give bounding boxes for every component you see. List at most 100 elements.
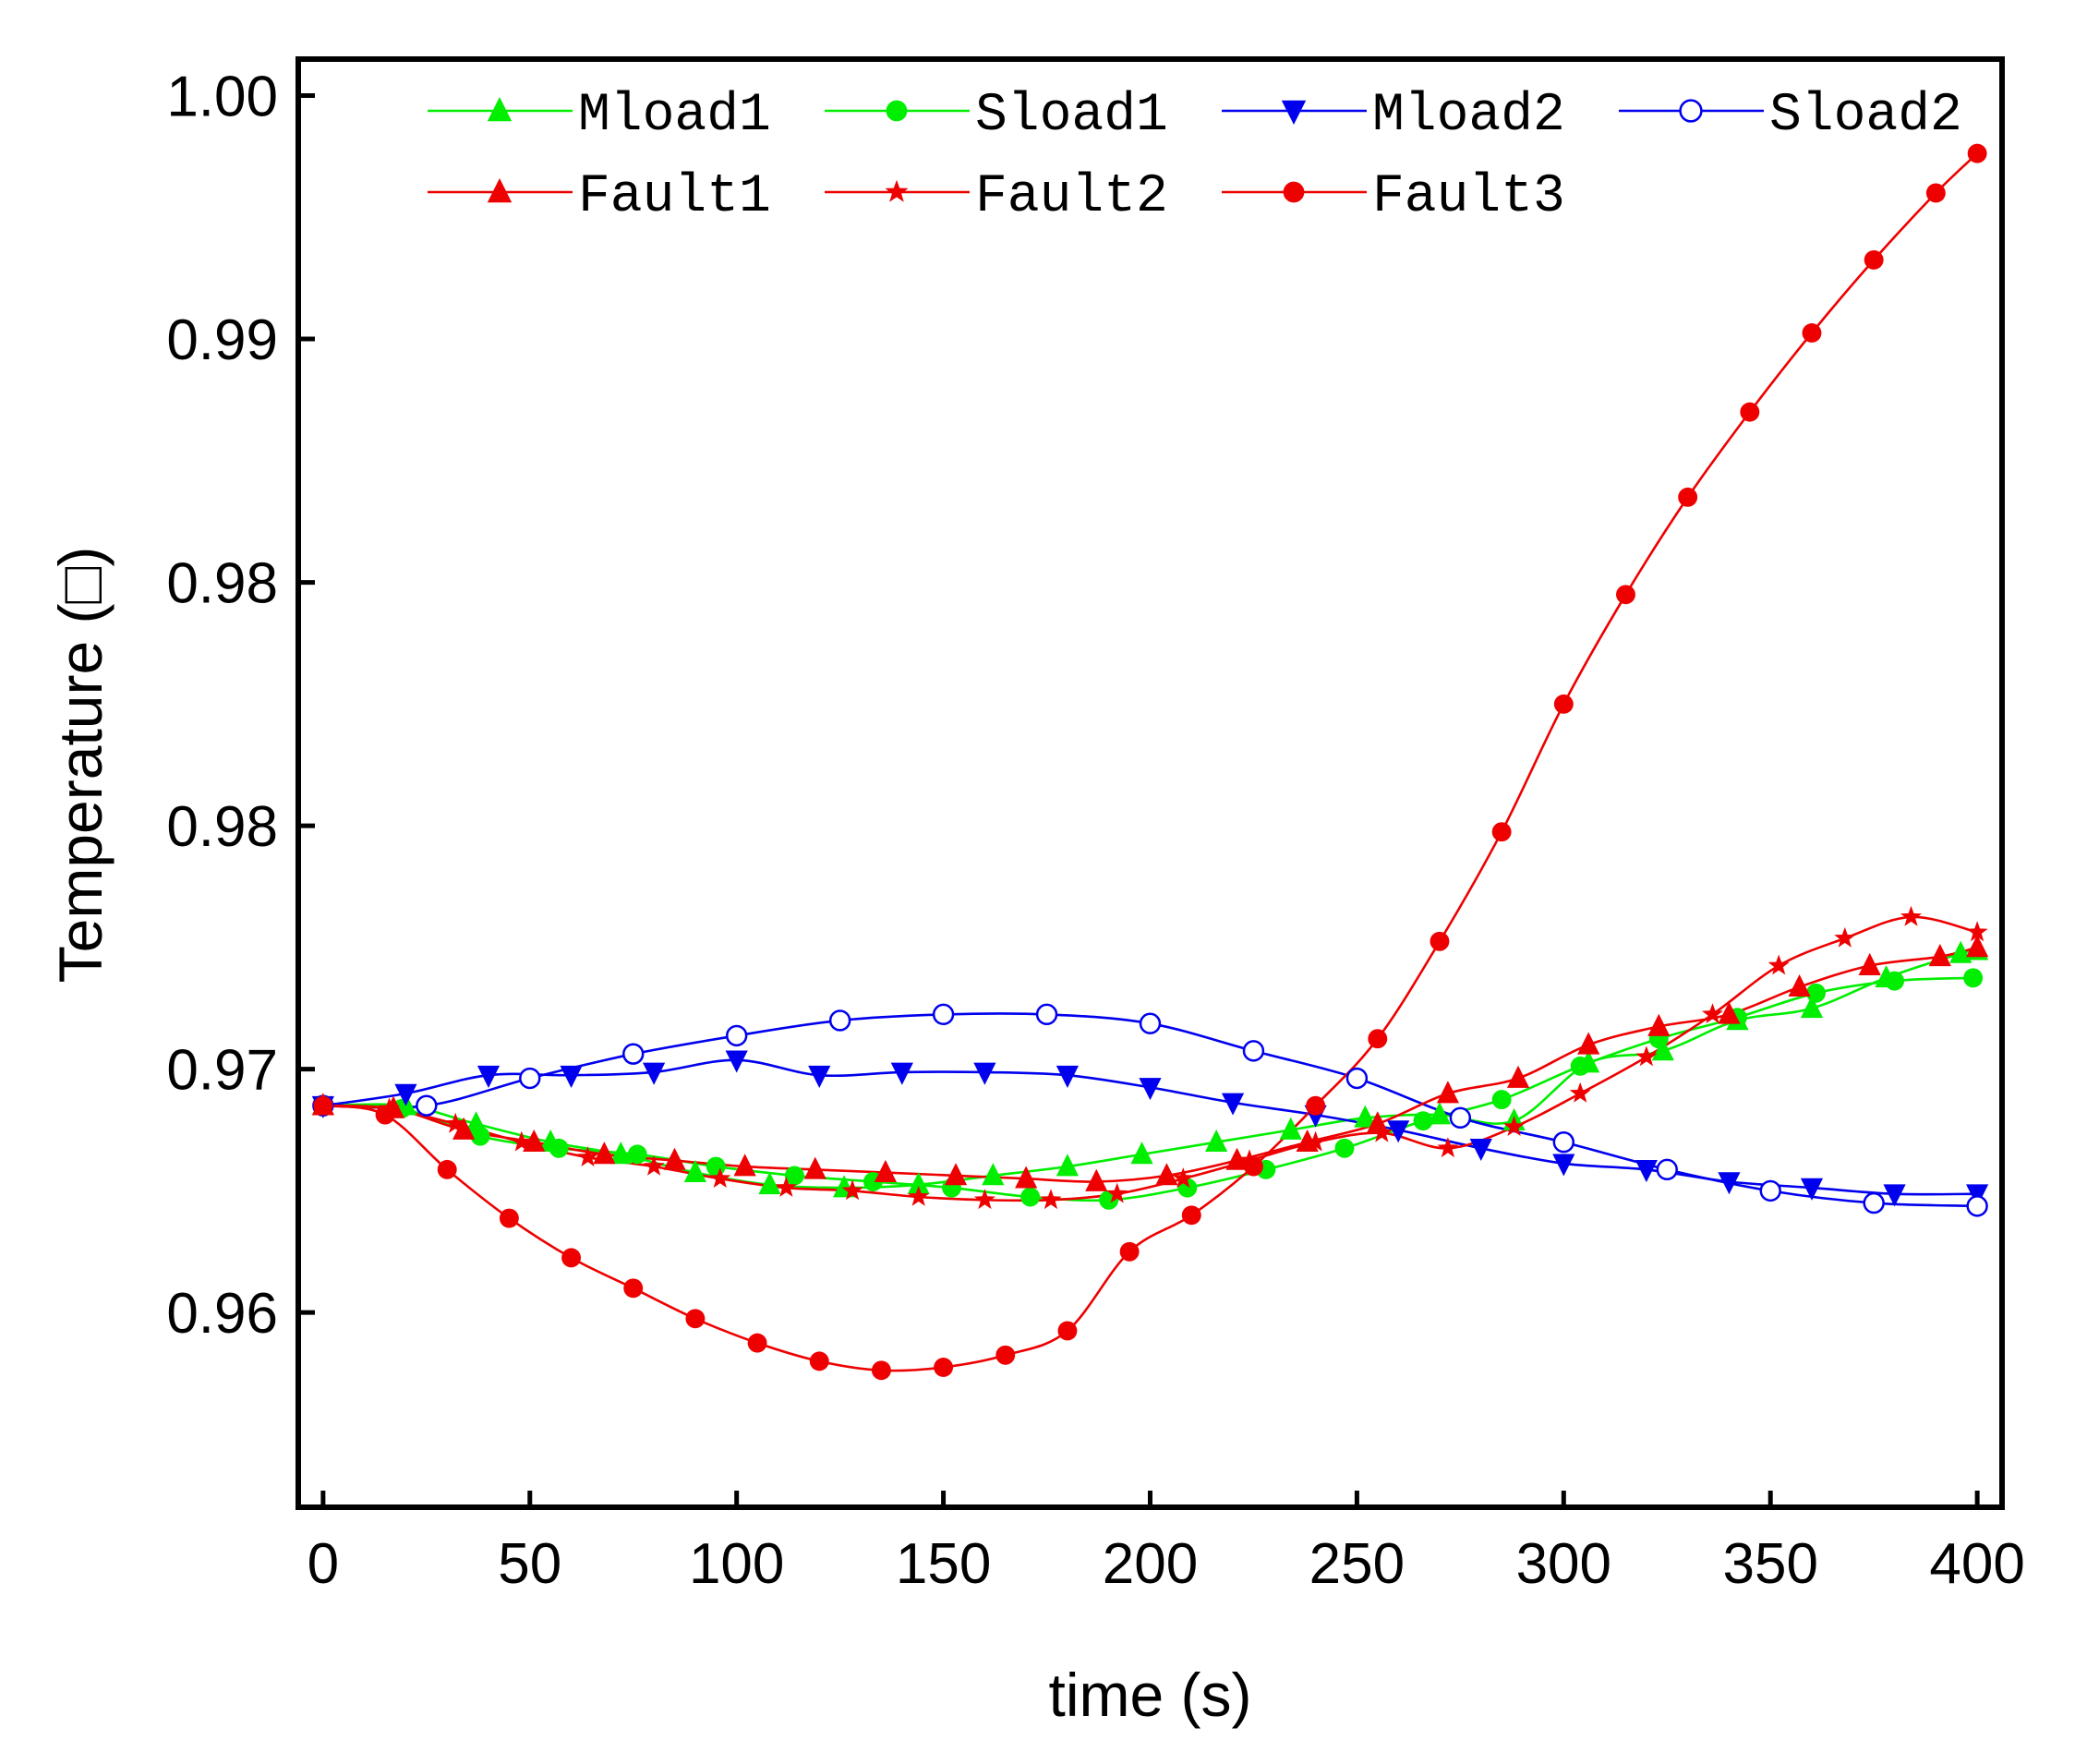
data-point-fault1 [1085, 1168, 1108, 1191]
data-point-fault3 [1925, 183, 1946, 203]
legend-marker-sload1 [886, 100, 908, 122]
data-point-sload1 [1806, 983, 1826, 1003]
data-point-fault3 [1306, 1095, 1326, 1116]
data-point-fault3 [1244, 1156, 1263, 1177]
data-point-fault1 [1506, 1065, 1530, 1088]
data-point-fault1 [944, 1163, 968, 1186]
data-point-mload1 [1651, 1038, 1674, 1061]
data-point-fault2 [973, 1189, 995, 1210]
data-point-fault2 [1040, 1189, 1062, 1210]
x-tick-label: 0 [308, 1532, 339, 1596]
data-point-mload2 [1139, 1078, 1162, 1101]
data-point-mload2 [808, 1065, 831, 1088]
data-point-sload1 [1020, 1187, 1041, 1207]
plot-frame [296, 56, 2005, 1510]
data-point-fault3 [1553, 694, 1574, 714]
data-point-mload2 [1387, 1120, 1410, 1143]
x-tick-label: 350 [1722, 1532, 1817, 1596]
data-point-sload1 [470, 1126, 490, 1146]
data-point-mload1 [1130, 1142, 1153, 1165]
y-axis-title: Temperature (□) [46, 547, 115, 984]
data-point-sload2 [725, 1024, 748, 1047]
data-point-fault1 [803, 1156, 826, 1179]
data-point-fault3 [809, 1351, 829, 1371]
data-point-fault1 [1436, 1081, 1460, 1104]
data-point-mload2 [890, 1062, 913, 1085]
data-point-sload2 [1242, 1040, 1265, 1062]
data-point-sload2 [1863, 1191, 1885, 1214]
data-point-fault2 [511, 1130, 533, 1152]
data-point-sload2 [1035, 1003, 1058, 1026]
data-point-sload2 [1449, 1106, 1472, 1130]
data-point-mload2 [477, 1065, 501, 1088]
data-point-mload2 [973, 1062, 996, 1085]
data-point-fault3 [934, 1358, 954, 1377]
data-point-fault1 [452, 1117, 476, 1140]
data-point-fault2 [444, 1112, 466, 1133]
data-point-mload1 [1800, 996, 1824, 1019]
data-point-fault2 [1702, 1003, 1723, 1024]
data-point-fault1 [1015, 1166, 1038, 1189]
data-point-sload2 [1759, 1179, 1781, 1202]
data-point-mload1 [1205, 1129, 1228, 1153]
data-point-fault1 [874, 1159, 897, 1182]
data-point-sload2 [622, 1043, 645, 1065]
legend-marker-fault2 [885, 179, 909, 202]
legend-label-mload2: Mload2 [1372, 86, 1565, 146]
data-point-fault2 [1834, 926, 1856, 948]
data-point-fault3 [1616, 585, 1635, 605]
data-point-mload1 [609, 1142, 633, 1165]
data-point-fault2 [1635, 1045, 1658, 1067]
data-point-sload2 [1656, 1158, 1678, 1181]
series-line-fault3 [322, 152, 1979, 1372]
data-point-fault3 [1491, 822, 1512, 842]
x-tick-label: 400 [1929, 1532, 2024, 1596]
data-point-fault2 [577, 1146, 598, 1166]
y-tick-label: 0.97 [166, 1039, 278, 1103]
legend-marker-mload2 [1281, 100, 1307, 125]
y-tick-label: 0.98 [166, 552, 278, 616]
legend-marker-sload2 [1679, 99, 1703, 123]
data-point-mload2 [1552, 1154, 1575, 1177]
data-point-fault2 [1106, 1182, 1128, 1203]
data-point-fault2 [709, 1167, 731, 1188]
data-point-fault3 [871, 1360, 891, 1381]
data-point-fault3 [1181, 1205, 1201, 1226]
y-tick-label: 0.99 [166, 308, 278, 372]
data-point-fault3 [747, 1333, 767, 1353]
data-point-fault2 [1966, 921, 1988, 942]
data-point-fault1 [1858, 952, 1881, 975]
data-point-mload2 [560, 1065, 583, 1088]
legend-marker-fault3 [1283, 181, 1305, 203]
plot-area [296, 56, 2005, 1510]
data-point-sload1 [1963, 968, 1984, 988]
series-line-sload1 [322, 976, 1973, 1202]
x-tick-label: 50 [498, 1532, 561, 1596]
data-point-sload2 [1966, 1195, 1988, 1217]
data-point-fault3 [1864, 249, 1884, 270]
data-point-fault3 [313, 1095, 333, 1116]
data-point-mload2 [1635, 1160, 1658, 1183]
data-point-fault2 [1172, 1167, 1194, 1188]
data-point-fault3 [1057, 1321, 1078, 1341]
data-point-fault3 [1740, 402, 1760, 422]
data-point-sload2 [828, 1009, 851, 1032]
data-point-fault3 [499, 1208, 519, 1228]
data-point-fault2 [908, 1185, 930, 1206]
data-point-fault1 [733, 1154, 756, 1177]
data-point-mload2 [1056, 1065, 1080, 1088]
data-point-sload2 [519, 1067, 541, 1090]
data-point-fault2 [643, 1155, 665, 1176]
data-point-mload1 [683, 1159, 707, 1182]
data-point-fault3 [1119, 1241, 1140, 1262]
data-point-mload2 [1221, 1093, 1245, 1116]
data-point-fault1 [593, 1142, 616, 1165]
data-point-mload2 [1800, 1178, 1824, 1201]
data-point-mload1 [1279, 1117, 1302, 1140]
data-point-sload2 [932, 1003, 955, 1026]
data-point-fault3 [1678, 487, 1698, 507]
data-point-fault3 [1368, 1029, 1388, 1049]
x-tick-label: 250 [1309, 1532, 1405, 1596]
y-axis: 0.96 0.97 0.98 0.98 0.99 1.00 [166, 66, 315, 1346]
